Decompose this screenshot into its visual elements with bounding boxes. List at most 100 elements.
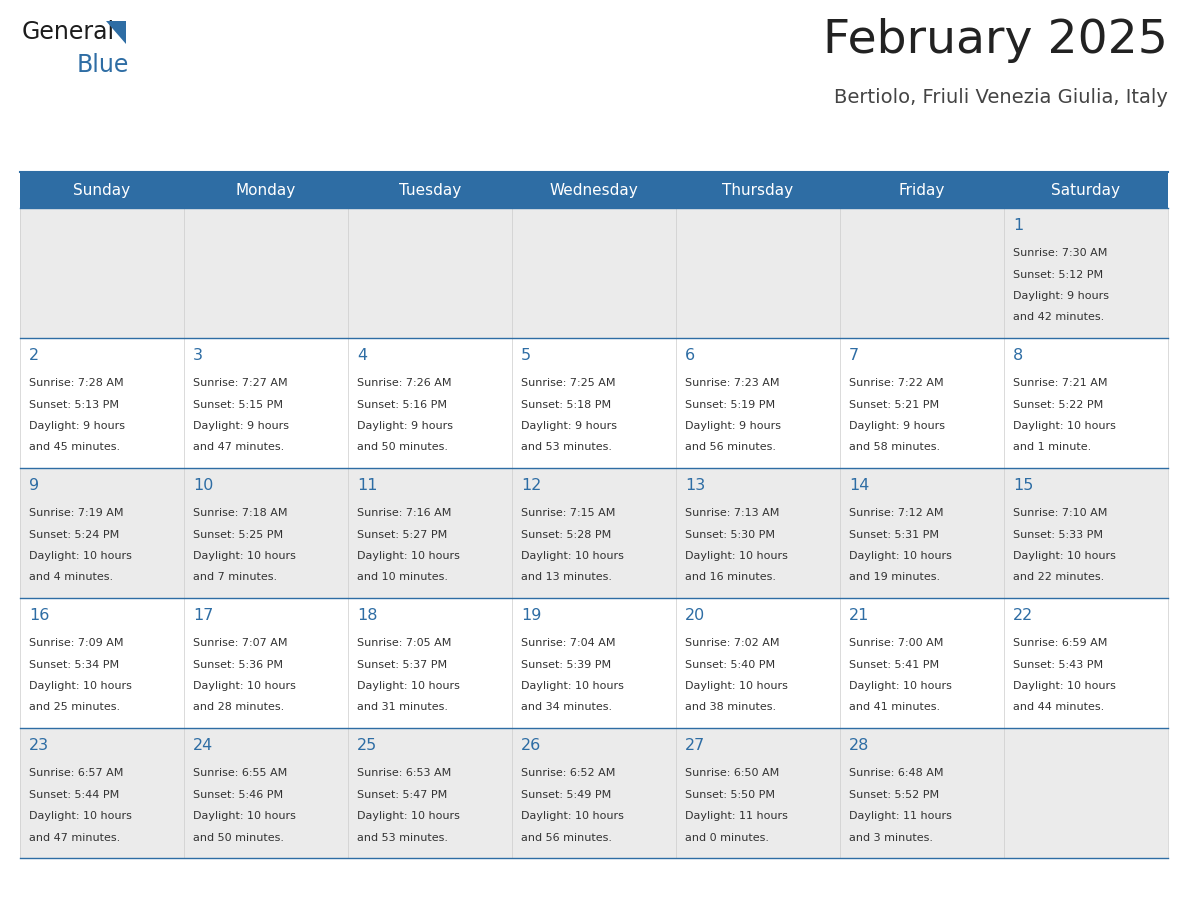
Text: Sunset: 5:46 PM: Sunset: 5:46 PM	[192, 789, 283, 800]
Text: Sunset: 5:36 PM: Sunset: 5:36 PM	[192, 659, 283, 669]
Text: Sunset: 5:43 PM: Sunset: 5:43 PM	[1013, 659, 1104, 669]
Text: and 19 minutes.: and 19 minutes.	[849, 573, 940, 583]
Text: 22: 22	[1013, 608, 1034, 623]
Text: 12: 12	[522, 478, 542, 493]
Text: Sunset: 5:18 PM: Sunset: 5:18 PM	[522, 399, 611, 409]
Text: Daylight: 10 hours: Daylight: 10 hours	[192, 811, 296, 821]
Text: and 53 minutes.: and 53 minutes.	[522, 442, 612, 453]
Text: Wednesday: Wednesday	[550, 183, 638, 197]
Text: Daylight: 10 hours: Daylight: 10 hours	[1013, 681, 1116, 691]
Polygon shape	[106, 21, 126, 44]
Text: 15: 15	[1013, 478, 1034, 493]
Text: and 53 minutes.: and 53 minutes.	[358, 833, 448, 843]
Bar	[20, 598, 1168, 728]
Text: Daylight: 9 hours: Daylight: 9 hours	[29, 421, 125, 431]
Text: Sunrise: 6:48 AM: Sunrise: 6:48 AM	[849, 768, 943, 778]
Text: Daylight: 10 hours: Daylight: 10 hours	[358, 551, 460, 561]
Text: Saturday: Saturday	[1051, 183, 1120, 197]
Text: and 16 minutes.: and 16 minutes.	[685, 573, 776, 583]
Text: Daylight: 9 hours: Daylight: 9 hours	[849, 421, 944, 431]
Text: and 13 minutes.: and 13 minutes.	[522, 573, 612, 583]
Text: Tuesday: Tuesday	[399, 183, 461, 197]
Text: Sunrise: 7:16 AM: Sunrise: 7:16 AM	[358, 508, 451, 518]
Text: Daylight: 10 hours: Daylight: 10 hours	[522, 681, 624, 691]
Text: 10: 10	[192, 478, 214, 493]
Text: Blue: Blue	[77, 53, 129, 77]
Bar	[20, 338, 1168, 468]
Text: Sunset: 5:50 PM: Sunset: 5:50 PM	[685, 789, 775, 800]
Text: and 1 minute.: and 1 minute.	[1013, 442, 1092, 453]
Text: Daylight: 10 hours: Daylight: 10 hours	[29, 681, 132, 691]
Text: and 28 minutes.: and 28 minutes.	[192, 702, 284, 712]
Text: Sunset: 5:13 PM: Sunset: 5:13 PM	[29, 399, 119, 409]
Text: Sunset: 5:27 PM: Sunset: 5:27 PM	[358, 530, 447, 540]
Text: Sunset: 5:37 PM: Sunset: 5:37 PM	[358, 659, 447, 669]
Text: Sunrise: 7:25 AM: Sunrise: 7:25 AM	[522, 378, 615, 388]
Text: Daylight: 11 hours: Daylight: 11 hours	[685, 811, 788, 821]
Text: Sunrise: 7:13 AM: Sunrise: 7:13 AM	[685, 508, 779, 518]
Text: 26: 26	[522, 738, 542, 753]
Text: 4: 4	[358, 348, 367, 363]
Text: Daylight: 10 hours: Daylight: 10 hours	[192, 551, 296, 561]
Text: February 2025: February 2025	[823, 18, 1168, 63]
Text: Sunrise: 7:09 AM: Sunrise: 7:09 AM	[29, 638, 124, 648]
Text: Daylight: 10 hours: Daylight: 10 hours	[685, 551, 788, 561]
Text: and 41 minutes.: and 41 minutes.	[849, 702, 940, 712]
Bar	[20, 468, 1168, 598]
Text: and 50 minutes.: and 50 minutes.	[358, 442, 448, 453]
Text: and 4 minutes.: and 4 minutes.	[29, 573, 113, 583]
Text: Daylight: 10 hours: Daylight: 10 hours	[685, 681, 788, 691]
Text: Sunset: 5:28 PM: Sunset: 5:28 PM	[522, 530, 612, 540]
Text: 3: 3	[192, 348, 203, 363]
Text: Sunrise: 7:00 AM: Sunrise: 7:00 AM	[849, 638, 943, 648]
Text: Daylight: 10 hours: Daylight: 10 hours	[358, 681, 460, 691]
Text: 7: 7	[849, 348, 859, 363]
Text: Sunset: 5:24 PM: Sunset: 5:24 PM	[29, 530, 119, 540]
Text: and 47 minutes.: and 47 minutes.	[29, 833, 120, 843]
Text: 8: 8	[1013, 348, 1023, 363]
Text: Sunset: 5:39 PM: Sunset: 5:39 PM	[522, 659, 611, 669]
Text: Daylight: 10 hours: Daylight: 10 hours	[1013, 551, 1116, 561]
Text: 24: 24	[192, 738, 214, 753]
Text: Sunrise: 7:27 AM: Sunrise: 7:27 AM	[192, 378, 287, 388]
Text: and 7 minutes.: and 7 minutes.	[192, 573, 277, 583]
Text: 14: 14	[849, 478, 870, 493]
Text: Sunset: 5:34 PM: Sunset: 5:34 PM	[29, 659, 119, 669]
Text: Sunset: 5:25 PM: Sunset: 5:25 PM	[192, 530, 283, 540]
Text: Sunrise: 6:53 AM: Sunrise: 6:53 AM	[358, 768, 451, 778]
Text: Sunrise: 7:18 AM: Sunrise: 7:18 AM	[192, 508, 287, 518]
Text: 27: 27	[685, 738, 706, 753]
Text: Daylight: 10 hours: Daylight: 10 hours	[522, 551, 624, 561]
Text: and 44 minutes.: and 44 minutes.	[1013, 702, 1105, 712]
Text: Monday: Monday	[236, 183, 296, 197]
Text: Daylight: 10 hours: Daylight: 10 hours	[522, 811, 624, 821]
Text: 25: 25	[358, 738, 378, 753]
Text: 11: 11	[358, 478, 378, 493]
Text: Daylight: 10 hours: Daylight: 10 hours	[849, 681, 952, 691]
Text: Daylight: 10 hours: Daylight: 10 hours	[849, 551, 952, 561]
Text: and 3 minutes.: and 3 minutes.	[849, 833, 933, 843]
Text: and 38 minutes.: and 38 minutes.	[685, 702, 776, 712]
Text: Sunrise: 7:05 AM: Sunrise: 7:05 AM	[358, 638, 451, 648]
Text: Sunrise: 7:04 AM: Sunrise: 7:04 AM	[522, 638, 615, 648]
Text: Sunrise: 6:52 AM: Sunrise: 6:52 AM	[522, 768, 615, 778]
Text: and 56 minutes.: and 56 minutes.	[522, 833, 612, 843]
Text: Sunset: 5:12 PM: Sunset: 5:12 PM	[1013, 270, 1104, 279]
Text: and 25 minutes.: and 25 minutes.	[29, 702, 120, 712]
Text: and 45 minutes.: and 45 minutes.	[29, 442, 120, 453]
Text: 6: 6	[685, 348, 695, 363]
Text: and 50 minutes.: and 50 minutes.	[192, 833, 284, 843]
Text: Daylight: 9 hours: Daylight: 9 hours	[1013, 291, 1110, 301]
Text: Sunset: 5:40 PM: Sunset: 5:40 PM	[685, 659, 775, 669]
Text: Sunset: 5:22 PM: Sunset: 5:22 PM	[1013, 399, 1104, 409]
Text: and 0 minutes.: and 0 minutes.	[685, 833, 769, 843]
Text: Bertiolo, Friuli Venezia Giulia, Italy: Bertiolo, Friuli Venezia Giulia, Italy	[834, 88, 1168, 107]
Text: Daylight: 10 hours: Daylight: 10 hours	[358, 811, 460, 821]
Text: Sunrise: 6:59 AM: Sunrise: 6:59 AM	[1013, 638, 1107, 648]
Text: and 42 minutes.: and 42 minutes.	[1013, 312, 1105, 322]
Text: Daylight: 9 hours: Daylight: 9 hours	[685, 421, 781, 431]
Text: Sunrise: 7:30 AM: Sunrise: 7:30 AM	[1013, 248, 1107, 258]
Text: and 22 minutes.: and 22 minutes.	[1013, 573, 1105, 583]
Bar	[20, 728, 1168, 858]
Text: Sunset: 5:52 PM: Sunset: 5:52 PM	[849, 789, 940, 800]
